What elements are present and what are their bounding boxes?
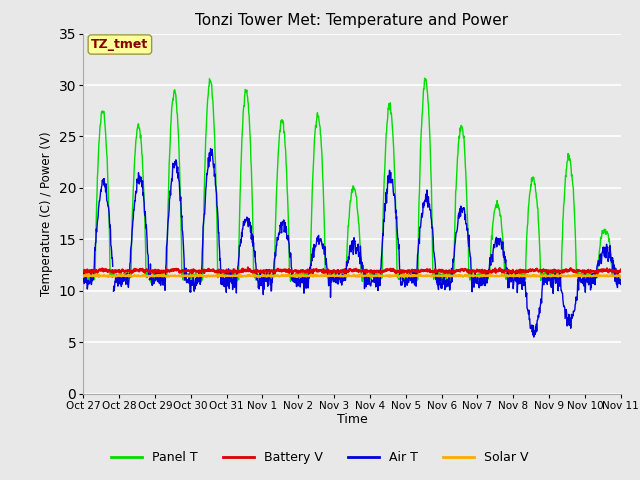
Text: TZ_tmet: TZ_tmet (92, 38, 148, 51)
Solar V (186, 273, 194, 278)
Solar V (506, 272, 514, 278)
Air T (259, 292, 267, 298)
Line: Battery V: Battery V (83, 267, 621, 274)
Title: Tonzi Tower Met: Temperature and Power: Tonzi Tower Met: Temperature and Power (195, 13, 509, 28)
Air T (199, 224, 207, 229)
Battery V (186, 268, 193, 274)
Solar V (95, 274, 103, 280)
Air T (79, 278, 87, 284)
Battery V (554, 269, 561, 275)
Battery V (617, 267, 625, 273)
Battery V (259, 268, 267, 274)
Line: Solar V: Solar V (83, 275, 621, 277)
Panel T (199, 275, 207, 280)
Solar V (259, 273, 267, 278)
Panel T (506, 270, 514, 276)
Panel T (617, 273, 625, 279)
Panel T (472, 280, 480, 286)
Battery V (436, 268, 444, 274)
X-axis label: Time: Time (337, 413, 367, 426)
Y-axis label: Temperature (C) / Power (V): Temperature (C) / Power (V) (40, 132, 53, 296)
Battery V (244, 264, 252, 270)
Air T (436, 273, 444, 279)
Air T (617, 282, 625, 288)
Battery V (79, 269, 87, 275)
Solar V (199, 273, 207, 279)
Air T (186, 289, 194, 295)
Solar V (617, 274, 625, 280)
Panel T (79, 271, 87, 276)
Battery V (199, 266, 207, 272)
Line: Air T: Air T (83, 148, 621, 337)
Panel T (186, 276, 193, 282)
Line: Panel T: Panel T (83, 78, 621, 283)
Air T (506, 271, 514, 277)
Air T (554, 278, 561, 284)
Panel T (421, 75, 429, 81)
Legend: Panel T, Battery V, Air T, Solar V: Panel T, Battery V, Air T, Solar V (106, 446, 534, 469)
Panel T (554, 278, 561, 284)
Panel T (436, 271, 444, 276)
Solar V (486, 272, 493, 277)
Solar V (79, 274, 87, 279)
Panel T (259, 271, 267, 277)
Solar V (554, 273, 561, 278)
Battery V (593, 271, 601, 277)
Solar V (436, 273, 444, 279)
Battery V (506, 269, 514, 275)
